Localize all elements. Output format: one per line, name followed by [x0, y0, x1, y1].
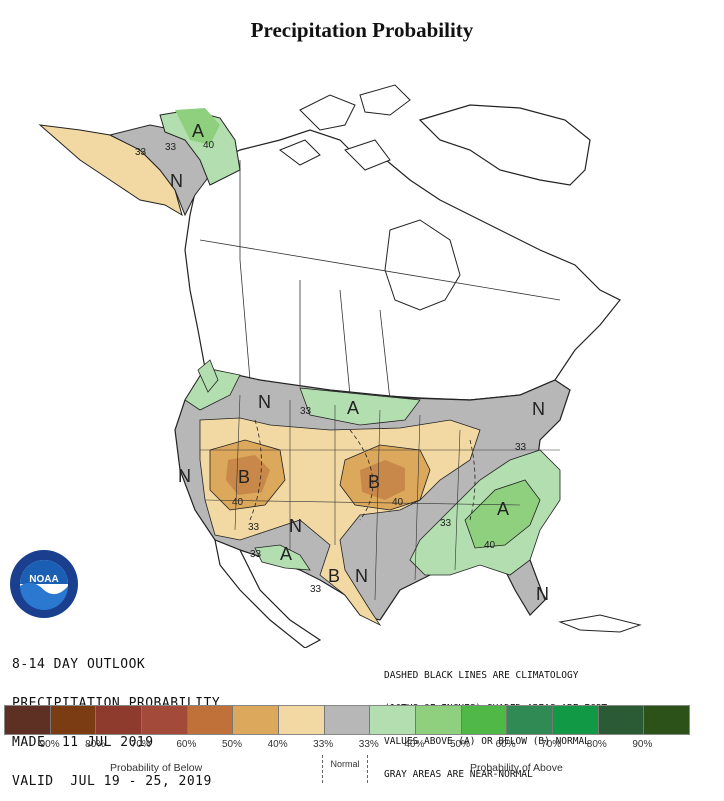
label-b-texas: B [328, 566, 340, 586]
label-33-sw2: 33 [250, 549, 262, 560]
label-40-alaska: 40 [203, 140, 215, 151]
legend-swatch [370, 706, 417, 734]
label-n-alaska: N [170, 171, 183, 191]
label-33-southeast: 33 [440, 518, 452, 529]
legend-swatch [461, 706, 508, 734]
label-40-southeast: 40 [484, 540, 496, 551]
legend-tick-label: 40% [404, 739, 425, 750]
label-40-west: 40 [232, 497, 244, 508]
northern-plains-green [299, 387, 421, 426]
legend-tick-label: 60% [495, 739, 516, 750]
outlook-line: MADE 11 JUL 2019 [12, 735, 154, 750]
note-line: VALUES ABOVE (A) OR BELOW (B) NORMAL [384, 736, 590, 747]
southwest-green-region [254, 544, 311, 571]
legend-below-label: Probability of Below [110, 762, 203, 774]
caribbean-islands [558, 614, 642, 633]
legend-tick-label: 33% [358, 739, 379, 750]
label-33-sw1: 33 [248, 522, 260, 533]
legend-swatch [96, 706, 143, 734]
alaska-orange-region [38, 124, 183, 217]
noaa-logo-text: NOAA [29, 574, 58, 585]
legend-swatch [644, 706, 690, 734]
label-a-sw: A [280, 544, 292, 564]
legend-above-label: Probability of Above [470, 762, 563, 774]
label-40-central: 40 [392, 497, 404, 508]
arctic-islands [278, 84, 411, 171]
legend-swatch [416, 706, 462, 734]
label-33-east: 33 [515, 442, 527, 453]
outlook-line: VALID JUL 19 - 25, 2019 [12, 774, 212, 789]
legend-swatch [553, 706, 599, 734]
label-33-alaska-a: 33 [135, 147, 147, 158]
legend-tick-label: 70% [130, 739, 151, 750]
map-title: Precipitation Probability [250, 18, 474, 42]
legend-swatch [5, 706, 51, 734]
legend-tick-label: 40% [267, 739, 288, 750]
precipitation-map: A N 33 33 40 N 33 A B 40 N 33 N 33 A B N… [38, 84, 642, 648]
noaa-logo: NOAA [10, 550, 78, 618]
legend-tick-label: 50% [449, 739, 470, 750]
legend-tick-label: 90% [632, 739, 653, 750]
label-33-texas: 33 [310, 584, 322, 595]
label-b-central: B [368, 472, 380, 492]
alaska-green-dark [175, 108, 220, 145]
label-n-northwest: N [258, 392, 271, 412]
legend-tick-label: 90% [39, 739, 60, 750]
legend-swatch [50, 706, 97, 734]
label-n-east: N [532, 399, 545, 419]
legend-tick-label: 80% [586, 739, 607, 750]
climatology-contours [249, 419, 476, 521]
outlook-line: 8-14 DAY OUTLOOK [12, 657, 146, 672]
state-borders [200, 394, 560, 601]
label-n-florida: N [536, 584, 549, 604]
legend-swatch [324, 706, 371, 734]
legend-swatch [233, 706, 280, 734]
note-line: DASHED BLACK LINES ARE CLIMATOLOGY [384, 670, 579, 681]
label-b-west: B [238, 467, 250, 487]
label-33-north: 33 [300, 406, 312, 417]
label-n-nevada: N [178, 466, 191, 486]
note-line: GRAY AREAS ARE NEAR-NORMAL [384, 769, 533, 780]
label-n-sw: N [289, 516, 302, 536]
hudson-bay [384, 219, 461, 311]
legend-tick-label: 50% [221, 739, 242, 750]
label-a-alaska: A [192, 121, 204, 141]
legend-swatch [187, 706, 234, 734]
label-n-texas: N [355, 566, 368, 586]
province-borders [199, 160, 561, 401]
legend-tick-label: 60% [176, 739, 197, 750]
northwest-green-region [184, 367, 241, 411]
label-a-southeast: A [497, 499, 509, 519]
legend-normal-label: Normal [322, 755, 368, 783]
mexico-landmass [214, 539, 322, 648]
label-33-alaska-b: 33 [165, 142, 177, 153]
legend-swatch [142, 706, 188, 734]
label-a-north: A [347, 398, 359, 418]
greenland [418, 104, 591, 186]
legend-tick-label: 80% [85, 739, 106, 750]
legend-swatch [279, 706, 325, 734]
southeast-a40-region [464, 479, 541, 549]
west-b50-core [226, 455, 270, 495]
legend-swatch [507, 706, 554, 734]
northwest-green-top [197, 359, 219, 393]
probability-legend [4, 705, 690, 735]
legend-tick-label: 70% [541, 739, 562, 750]
legend-swatch [598, 706, 645, 734]
legend-tick-label: 33% [313, 739, 334, 750]
